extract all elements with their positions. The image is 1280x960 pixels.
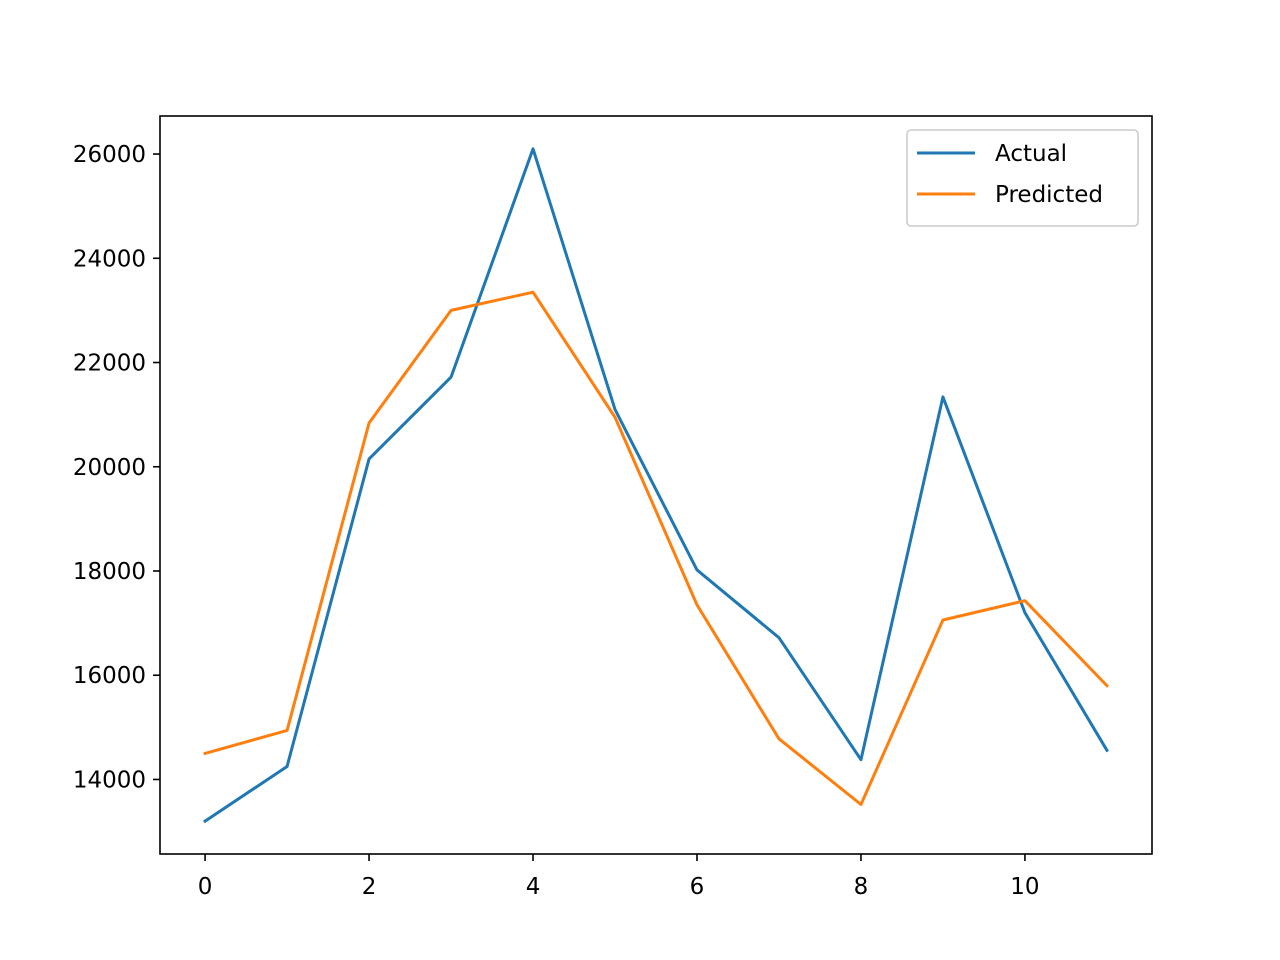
x-tick-label: 2 (362, 874, 377, 900)
y-tick-label: 22000 (73, 351, 146, 377)
y-tick-label: 24000 (73, 246, 146, 272)
y-tick-label: 18000 (73, 559, 146, 585)
x-tick-label: 0 (198, 874, 213, 900)
x-tick-label: 8 (854, 874, 869, 900)
y-tick-label: 14000 (73, 767, 146, 793)
x-tick-label: 10 (1010, 874, 1039, 900)
x-tick-label: 6 (690, 874, 705, 900)
y-tick-label: 16000 (73, 663, 146, 689)
y-tick-label: 26000 (73, 142, 146, 168)
y-tick-label: 20000 (73, 455, 146, 481)
series-line-predicted (203, 290, 1110, 806)
series-line-actual (203, 147, 1109, 824)
legend-label-actual: Actual (995, 141, 1067, 167)
y-axis: 14000 16000 18000 20000 22000 24000 26000 (73, 142, 160, 793)
x-axis: 0 2 4 6 8 10 (198, 854, 1040, 900)
legend-label-predicted: Predicted (995, 182, 1103, 208)
series-group (203, 147, 1110, 824)
plot-area (160, 116, 1152, 854)
legend: Actual Predicted (906, 129, 1139, 227)
plot-frame (159, 115, 1153, 855)
x-tick-label: 4 (526, 874, 541, 900)
